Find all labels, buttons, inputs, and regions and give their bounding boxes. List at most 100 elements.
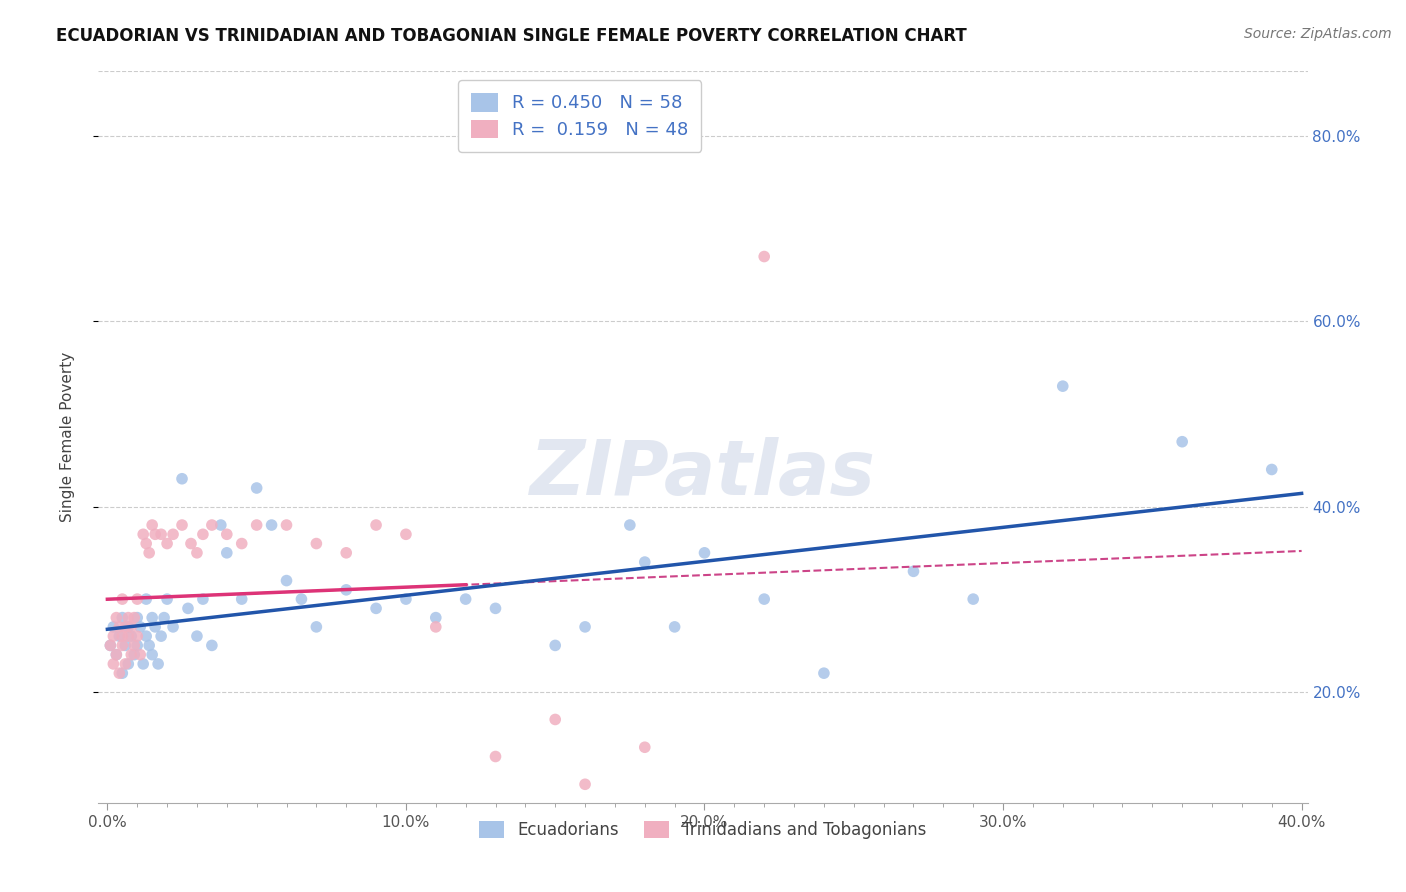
- Point: [484, 749, 506, 764]
- Point: [120, 620, 142, 634]
- Point: [335, 546, 357, 560]
- Point: [120, 629, 142, 643]
- Text: Source: ZipAtlas.com: Source: ZipAtlas.com: [1244, 27, 1392, 41]
- Point: [215, 546, 238, 560]
- Point: [215, 527, 238, 541]
- Point: [138, 639, 160, 653]
- Point: [484, 601, 506, 615]
- Point: [186, 546, 208, 560]
- Point: [364, 518, 387, 533]
- Text: ZIPatlas: ZIPatlas: [530, 437, 876, 510]
- Point: [170, 472, 193, 486]
- Point: [150, 629, 173, 643]
- Point: [574, 777, 596, 791]
- Point: [138, 546, 160, 560]
- Point: [117, 610, 139, 624]
- Point: [290, 592, 312, 607]
- Point: [111, 592, 134, 607]
- Point: [246, 481, 269, 495]
- Point: [664, 620, 686, 634]
- Point: [98, 639, 121, 653]
- Point: [634, 740, 657, 755]
- Point: [425, 620, 447, 634]
- Point: [260, 518, 283, 533]
- Point: [111, 629, 134, 643]
- Point: [395, 592, 418, 607]
- Point: [143, 527, 166, 541]
- Point: [129, 620, 152, 634]
- Point: [903, 565, 925, 579]
- Point: [574, 620, 596, 634]
- Point: [170, 518, 193, 533]
- Point: [305, 620, 328, 634]
- Point: [191, 527, 214, 541]
- Point: [111, 610, 134, 624]
- Point: [619, 518, 641, 533]
- Point: [122, 639, 145, 653]
- Point: [1052, 379, 1074, 393]
- Point: [114, 620, 136, 634]
- Point: [335, 582, 357, 597]
- Point: [1171, 434, 1194, 449]
- Point: [111, 639, 134, 653]
- Point: [454, 592, 477, 607]
- Point: [135, 592, 157, 607]
- Point: [180, 536, 202, 550]
- Point: [693, 546, 716, 560]
- Text: ECUADORIAN VS TRINIDADIAN AND TOBAGONIAN SINGLE FEMALE POVERTY CORRELATION CHART: ECUADORIAN VS TRINIDADIAN AND TOBAGONIAN…: [56, 27, 967, 45]
- Point: [146, 657, 169, 671]
- Point: [962, 592, 984, 607]
- Point: [186, 629, 208, 643]
- Point: [209, 518, 232, 533]
- Point: [246, 518, 269, 533]
- Point: [98, 639, 121, 653]
- Point: [276, 518, 298, 533]
- Legend: Ecuadorians, Trinidadians and Tobagonians: Ecuadorians, Trinidadians and Tobagonian…: [472, 814, 934, 846]
- Point: [544, 713, 567, 727]
- Point: [276, 574, 298, 588]
- Point: [425, 610, 447, 624]
- Point: [544, 639, 567, 653]
- Point: [141, 518, 163, 533]
- Point: [156, 592, 179, 607]
- Point: [231, 592, 253, 607]
- Point: [103, 657, 125, 671]
- Point: [177, 601, 200, 615]
- Point: [127, 629, 149, 643]
- Point: [162, 620, 184, 634]
- Point: [122, 648, 145, 662]
- Point: [117, 620, 139, 634]
- Point: [132, 527, 155, 541]
- Point: [135, 629, 157, 643]
- Point: [754, 592, 776, 607]
- Point: [156, 536, 179, 550]
- Point: [162, 527, 184, 541]
- Point: [132, 657, 155, 671]
- Point: [191, 592, 214, 607]
- Point: [127, 639, 149, 653]
- Point: [201, 518, 224, 533]
- Point: [108, 666, 131, 681]
- Point: [127, 610, 149, 624]
- Point: [105, 648, 128, 662]
- Point: [127, 592, 149, 607]
- Point: [364, 601, 387, 615]
- Point: [634, 555, 657, 569]
- Point: [129, 648, 152, 662]
- Point: [201, 639, 224, 653]
- Point: [141, 610, 163, 624]
- Point: [395, 527, 418, 541]
- Y-axis label: Single Female Poverty: Single Female Poverty: [60, 352, 75, 522]
- Point: [111, 666, 134, 681]
- Point: [105, 648, 128, 662]
- Point: [114, 657, 136, 671]
- Point: [103, 629, 125, 643]
- Point: [143, 620, 166, 634]
- Point: [305, 536, 328, 550]
- Point: [150, 527, 173, 541]
- Point: [120, 648, 142, 662]
- Point: [231, 536, 253, 550]
- Point: [153, 610, 176, 624]
- Point: [135, 536, 157, 550]
- Point: [103, 620, 125, 634]
